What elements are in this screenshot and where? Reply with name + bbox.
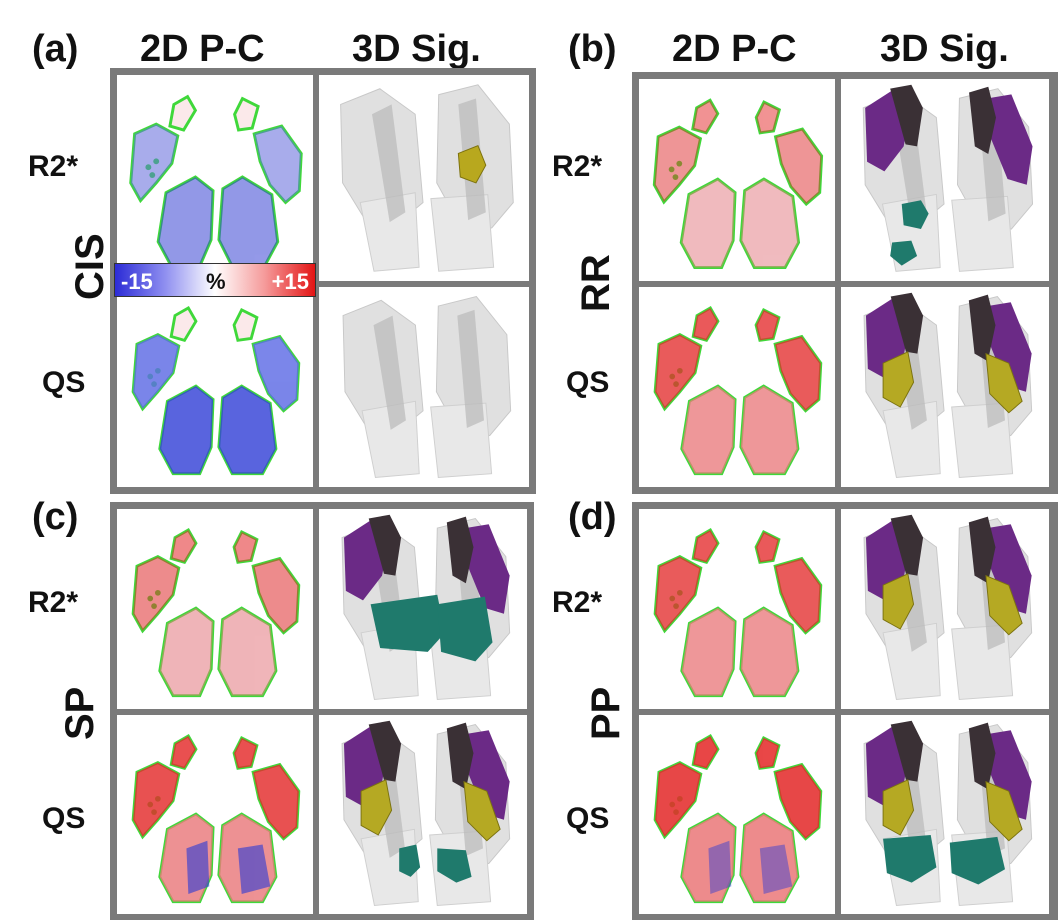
- panel-b-r2star-3d: [838, 76, 1052, 284]
- panel-c-row-r2star: R2*: [28, 586, 79, 619]
- panel-c-teal-blob-3: [399, 844, 421, 877]
- panel-b-r2star-map: [636, 76, 838, 284]
- panel-c-letter: (c): [32, 496, 79, 538]
- panel-a-qs-3d: [316, 284, 532, 490]
- panel-b-teal-blob-2: [890, 240, 918, 266]
- colorbar-max-label: +15: [271, 269, 309, 294]
- panel-a-r2star-yellow-blob: [457, 144, 487, 184]
- panel-d-row-r2star: R2*: [552, 586, 603, 619]
- panel-b-qs-3d: [838, 284, 1052, 490]
- panel-d-row-qs: QS: [566, 802, 610, 835]
- panel-c-qs-3d: [316, 712, 530, 918]
- panel-c-teal-blob-4: [437, 848, 472, 883]
- panel-a-letter: (a): [32, 28, 79, 70]
- panel-b-group-label: RR: [574, 254, 618, 312]
- colorbar-unit-label: %: [206, 269, 226, 294]
- panel-d-teal-blob-2: [949, 836, 1005, 885]
- panel-a-r2star-3d: [316, 72, 532, 284]
- colorbar-min-label: -15: [121, 269, 153, 294]
- panel-d-r2star-map: [636, 506, 838, 712]
- panel-a-header-3d: 3D Sig.: [352, 28, 481, 70]
- panel-d-teal-blob-1: [883, 835, 937, 883]
- panel-c-group-label: SP: [58, 686, 102, 740]
- panel-a-qs-map: [114, 284, 316, 490]
- panel-b-header-2d: 2D P-C: [672, 28, 797, 70]
- panel-b-header-3d: 3D Sig.: [880, 28, 1009, 70]
- panel-d-r2star-3d: [838, 506, 1052, 712]
- panel-c-r2star-map: [114, 506, 316, 712]
- panel-b-row-qs: QS: [566, 366, 610, 399]
- panel-c-teal-blob-1: [370, 594, 445, 652]
- panel-d-qs-3d: [838, 712, 1052, 918]
- panel-c-teal-blob-2: [437, 596, 493, 662]
- panel-a-row-qs: QS: [42, 366, 86, 399]
- panel-a-row-r2star: R2*: [28, 150, 79, 183]
- panel-c-r2star-3d: [316, 506, 530, 712]
- panel-d-group-label: PP: [584, 686, 628, 740]
- panel-c-qs-map: [114, 712, 316, 918]
- panel-b-row-r2star: R2*: [552, 150, 603, 183]
- panel-d-letter: (d): [568, 496, 617, 538]
- panel-b-letter: (b): [568, 28, 617, 70]
- panel-a-group-label: CIS: [68, 233, 112, 300]
- panel-b-qs-map: [636, 284, 838, 490]
- colorbar: -15 % +15: [114, 263, 316, 297]
- panel-a-header-2d: 2D P-C: [140, 28, 265, 70]
- panel-b-teal-blob-1: [901, 200, 929, 230]
- panel-c-row-qs: QS: [42, 802, 86, 835]
- panel-a-r2star-map: [114, 72, 316, 284]
- panel-d-qs-map: [636, 712, 838, 918]
